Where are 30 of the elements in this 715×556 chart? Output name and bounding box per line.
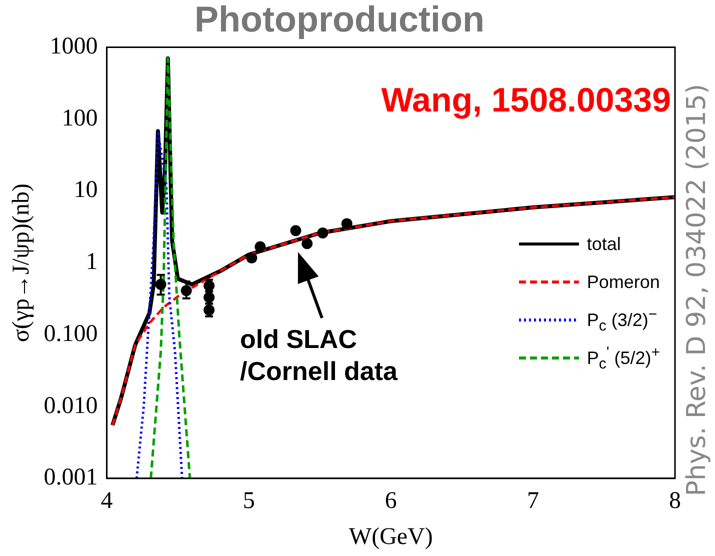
legend-label: Pomeron <box>586 272 660 292</box>
y-tick-label: 0.100 <box>44 320 98 347</box>
annotation: old SLAC /Cornell data <box>240 324 398 386</box>
chart-title: Photoproduction <box>194 0 484 40</box>
point <box>290 225 302 236</box>
y-tick-label: 0.010 <box>44 392 98 419</box>
y-tick-label: 0.001 <box>44 464 98 491</box>
x-axis-title: W(GeV) <box>348 524 433 550</box>
x-tick-label: 6 <box>384 488 397 514</box>
annotation: Wang, 1508.00339 <box>381 82 671 120</box>
line-series <box>150 57 192 478</box>
x-tick-label: 8 <box>669 488 681 514</box>
line-series <box>135 130 184 478</box>
text: Phys. Rev. D 92, 034022 (2015) <box>682 84 712 496</box>
y-tick-label: 1000 <box>50 33 98 60</box>
point <box>302 238 313 250</box>
point <box>317 227 328 238</box>
legend-label: P$_{c}$ (3/2)$^{−}$ <box>586 306 658 334</box>
x-tick-label: 7 <box>526 488 539 514</box>
y-axis-title: σ(γp→J/ψp)(nb) <box>8 184 35 342</box>
x-tick-label: 5 <box>242 488 255 514</box>
point <box>254 241 266 252</box>
y-tick-label: 100 <box>62 105 98 132</box>
x-tick-label: 4 <box>100 488 113 514</box>
y-tick-label: 1 <box>86 249 98 276</box>
legend-label: total <box>586 234 621 254</box>
line-series <box>111 196 675 426</box>
point <box>341 218 352 230</box>
y-tick-label: 10 <box>74 177 98 204</box>
legend-label: P$_{c}$$^{'}$ (5/2)$^{+}$ <box>586 344 660 372</box>
